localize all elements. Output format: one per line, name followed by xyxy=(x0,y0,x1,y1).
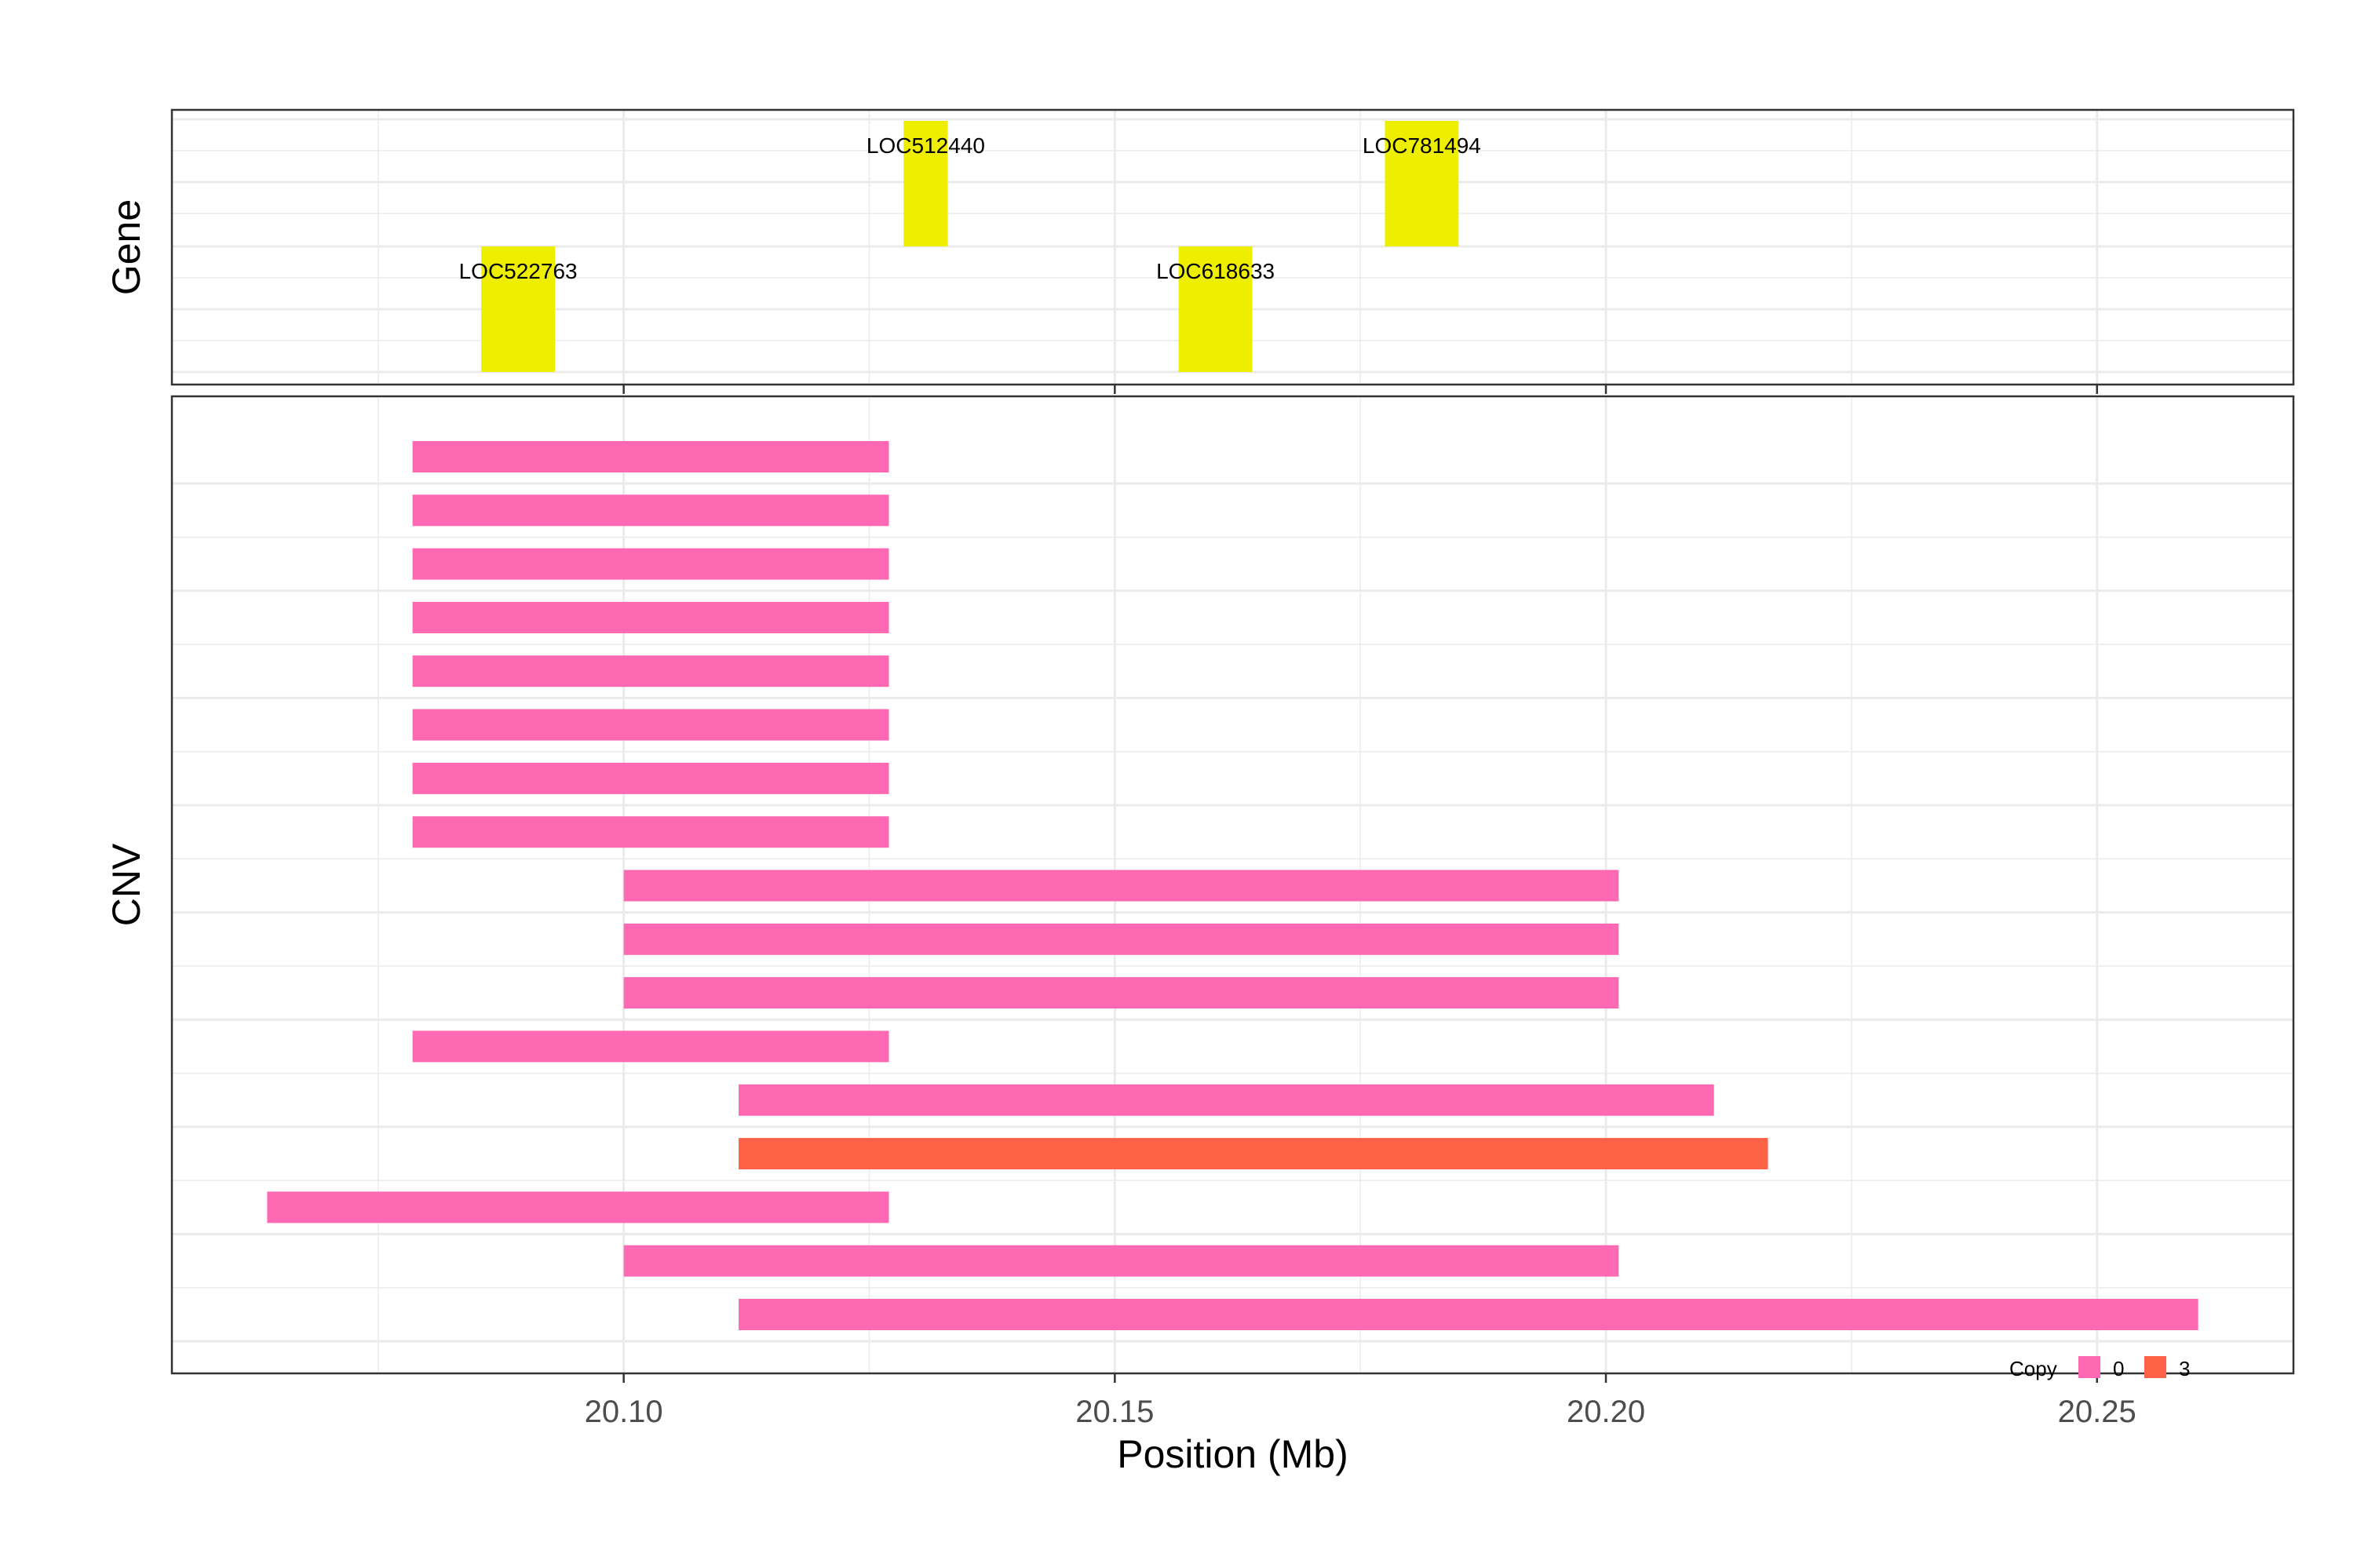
gene-labels: LOC522763 LOC512440 LOC618633 LOC781494 xyxy=(459,133,1481,283)
gene-axis-label: Gene xyxy=(104,199,148,295)
x-axis: 20.10 20.15 20.20 20.25 xyxy=(585,385,2136,1429)
cnv-bar xyxy=(412,494,889,527)
gene-bar xyxy=(903,121,948,246)
cnv-bar xyxy=(267,1191,889,1223)
cnv-bar xyxy=(412,762,889,794)
cnv-axis-label: CNV xyxy=(104,843,148,926)
cnv-bar xyxy=(739,1084,1714,1116)
gene-label: LOC618633 xyxy=(1156,259,1275,283)
gene-bar xyxy=(481,246,556,372)
cnv-bar xyxy=(412,709,889,741)
cnv-bar xyxy=(623,1245,1619,1277)
gene-label: LOC781494 xyxy=(1363,133,1481,158)
cnv-panel-border xyxy=(170,395,2295,1375)
cnv-bar xyxy=(623,923,1619,955)
cnv-bar xyxy=(412,655,889,687)
cnv-bar xyxy=(623,870,1619,902)
gene-label: LOC512440 xyxy=(867,133,985,158)
cnv-bar xyxy=(412,548,889,580)
cnv-bar xyxy=(739,1299,2198,1330)
gene-bar xyxy=(1178,246,1253,372)
legend-label: 0 xyxy=(2113,1357,2124,1380)
x-tick-label: 20.20 xyxy=(1567,1395,1645,1429)
cnv-bar xyxy=(412,441,889,472)
gene-panel-border xyxy=(170,108,2295,386)
cnv-bar xyxy=(623,977,1619,1009)
x-tick-label: 20.25 xyxy=(2058,1395,2136,1429)
legend-key xyxy=(2144,1356,2166,1378)
legend-key xyxy=(2078,1356,2100,1378)
gene-bars xyxy=(481,121,1459,372)
x-tick-label: 20.15 xyxy=(1075,1395,1154,1429)
legend: Copy 0 3 xyxy=(2009,1356,2190,1380)
cnv-bar xyxy=(412,601,889,633)
cnv-panel: CNV xyxy=(104,395,2295,1375)
cnv-bar xyxy=(739,1138,1768,1170)
cnv-bar xyxy=(412,816,889,848)
cnv-bars xyxy=(267,441,2198,1330)
x-tick-label: 20.10 xyxy=(585,1395,663,1429)
legend-label: 3 xyxy=(2179,1357,2190,1380)
gene-label: LOC522763 xyxy=(459,259,578,283)
legend-title: Copy xyxy=(2009,1357,2057,1380)
gene-panel: LOC522763 LOC512440 LOC618633 LOC781494 Gen… xyxy=(104,108,2295,386)
cnv-bar xyxy=(412,1030,889,1063)
gene-bar xyxy=(1385,121,1459,246)
x-axis-label: Position (Mb) xyxy=(1117,1432,1348,1476)
